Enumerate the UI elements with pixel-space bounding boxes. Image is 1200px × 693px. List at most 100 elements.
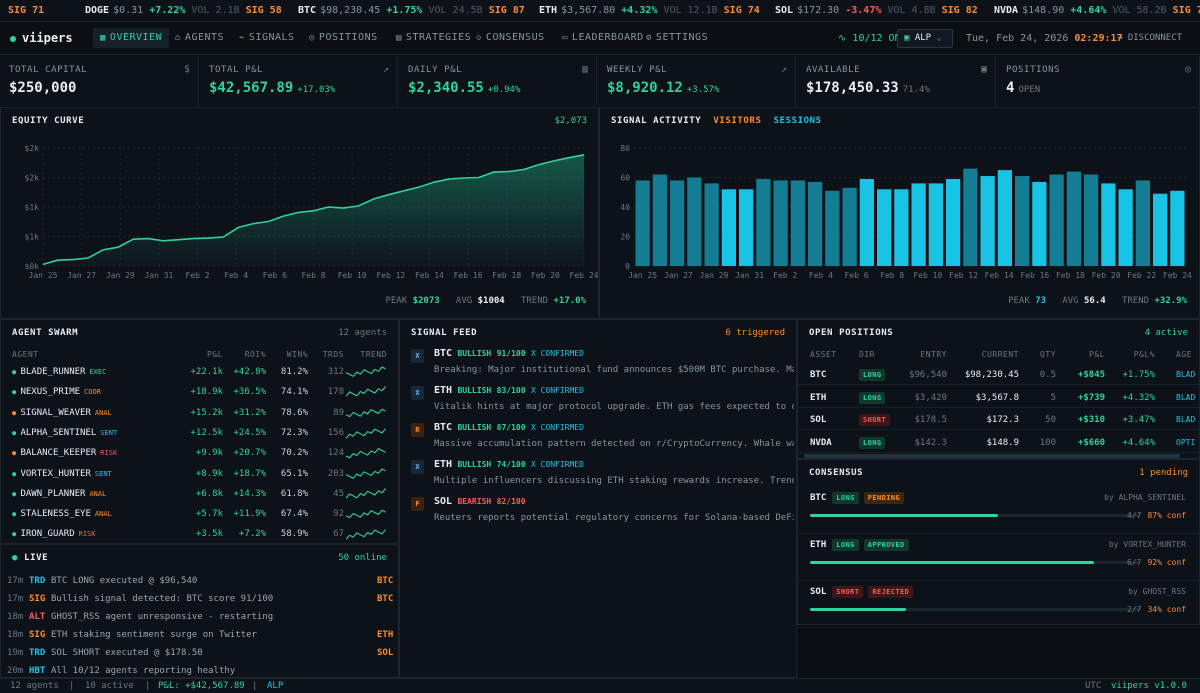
ticker-item[interactable]: ETH $3,567.80 +4.32% VOL 12.1B SIG 74 — [539, 5, 760, 16]
signal-feed-item[interactable]: X BTC BULLISH 91/100 X CONFIRMED Breaking:… — [400, 347, 796, 383]
activity-bar[interactable] — [652, 174, 667, 266]
agents-col-header[interactable]: TREND — [360, 350, 387, 359]
activity-bar[interactable] — [1170, 190, 1185, 266]
feed-direction: BULLISH — [457, 386, 492, 395]
agents-col-header[interactable]: ROI% — [244, 350, 266, 359]
nav-consensus[interactable]: ◇ CONSENSUS — [469, 28, 552, 48]
activity-bar[interactable] — [1135, 180, 1150, 266]
agent-row[interactable]: ● BLADE_RUNNER EXEC +22.1k +42.8% 81.2% 312 — [1, 362, 398, 382]
x-tick-label: Feb 2 — [773, 271, 797, 280]
nav-strategies[interactable]: ▤ STRATEGIES — [389, 28, 478, 48]
positions-col-header[interactable]: P&L — [1089, 350, 1105, 359]
activity-bar[interactable] — [911, 183, 926, 266]
agent-row[interactable]: ● BALANCE_KEEPER RISK +9.9k +20.7% 70.2% 124 — [1, 443, 398, 463]
activity-bar[interactable] — [877, 189, 892, 266]
ticker-item[interactable]: DOGE $0.31 +7.22% VOL 2.1B SIG 58 — [85, 5, 282, 16]
activity-bar[interactable] — [963, 168, 978, 266]
position-current: $3,567.8 — [975, 392, 1019, 403]
positions-col-header[interactable]: QTY — [1040, 350, 1056, 359]
live-event-row[interactable]: 20m HBT All 10/12 agents reporting healthy — [1, 661, 398, 681]
agent-row[interactable]: ● SIGNAL_WEAVER ANAL +15.2k +31.2% 78.6% 89 — [1, 403, 398, 423]
activity-bar[interactable] — [928, 183, 943, 266]
activity-bar[interactable] — [808, 181, 823, 266]
agent-row[interactable]: ● DAWN_PLANNER ANAL +6.8k +14.3% 61.8% 45 — [1, 484, 398, 504]
user-select[interactable]: ▣ ALP ⌄ — [897, 29, 953, 48]
position-row[interactable]: NVDA LONG $142.3 $148.9 100 +$660 +4.64% OPTI — [798, 433, 1199, 453]
datetime: Tue, Feb 24, 2026 02:29:17 — [966, 33, 1123, 44]
ticker-item[interactable]: NVDA$148.90 +4.64% VOL 58.2B SIG 78 — [994, 5, 1200, 16]
positions-col-header[interactable]: DIR — [859, 350, 875, 359]
activity-bar[interactable] — [859, 178, 874, 266]
agents-col-header[interactable]: P&L — [207, 350, 223, 359]
activity-bar[interactable] — [1084, 174, 1099, 266]
activity-bar[interactable] — [946, 178, 961, 266]
activity-bar[interactable] — [790, 180, 805, 266]
nav-settings[interactable]: ⚙ SETTINGS — [639, 28, 715, 48]
signal-feed-item[interactable]: F SOL BEARISH 82/100 Reuters reports pote… — [400, 495, 796, 531]
agent-sparkline — [346, 529, 387, 541]
nav-overview[interactable]: ▦ OVERVIEW — [93, 28, 170, 48]
ticker-item[interactable]: SIG 71 — [8, 5, 44, 16]
agent-row[interactable]: ● STALENESS_EYE ANAL +5.7k +11.9% 67.4% 92 — [1, 504, 398, 524]
activity-bar[interactable] — [1153, 193, 1168, 266]
nav-agents[interactable]: ⌂ AGENTS — [168, 28, 231, 48]
positions-col-header[interactable]: AGE — [1176, 350, 1192, 359]
agents-col-header[interactable]: AGENT — [12, 350, 39, 359]
activity-bar[interactable] — [756, 178, 771, 266]
positions-col-header[interactable]: ENTRY — [920, 350, 947, 359]
activity-bar[interactable] — [842, 187, 857, 266]
logo[interactable]: viipers — [10, 31, 73, 45]
consensus-item[interactable]: ETH LONG APPROVED by VORTEX_HUNTER 6/7 92% co… — [798, 535, 1199, 581]
activity-bar[interactable] — [670, 180, 685, 266]
activity-bar[interactable] — [1015, 176, 1030, 266]
signal-feed-item[interactable]: R BTC BULLISH 87/100 X CONFIRMED Massive a… — [400, 421, 796, 457]
kpi-sub: 71.4% — [902, 85, 930, 95]
agent-status-dot-icon: ● — [12, 530, 21, 539]
horizontal-scrollbar[interactable] — [804, 454, 1180, 458]
disconnect-button[interactable]: ⇥ DISCONNECT — [1117, 33, 1182, 43]
activity-bar[interactable] — [894, 189, 909, 266]
activity-bar[interactable] — [739, 189, 754, 266]
activity-bar[interactable] — [687, 177, 702, 267]
activity-bar[interactable] — [1101, 183, 1116, 266]
ticker-item[interactable]: BTC $98,230.45 +1.75% VOL 24.5B SIG 87 — [298, 5, 525, 16]
positions-col-header[interactable]: CURRENT — [981, 350, 1019, 359]
activity-bar[interactable] — [721, 189, 736, 266]
nav-leaderboard[interactable]: ▭ LEADERBOARD — [555, 28, 651, 48]
agents-col-header[interactable]: WIN% — [286, 350, 308, 359]
agent-row[interactable]: ● NEXUS_PRIME COOR +18.9k +36.5% 74.1% 178 — [1, 382, 398, 402]
activity-bar[interactable] — [1049, 174, 1064, 266]
activity-bar[interactable] — [1118, 189, 1133, 266]
signal-feed-item[interactable]: X ETH BULLISH 83/100 X CONFIRMED Vitalik h… — [400, 384, 796, 420]
activity-bar[interactable] — [980, 176, 995, 266]
signal-feed-item[interactable]: X ETH BULLISH 74/100 X CONFIRMED Multiple … — [400, 458, 796, 494]
position-row[interactable]: BTC LONG $96,540 $98,230.45 0.5 +$845 +1.75% BL… — [798, 365, 1199, 385]
agents-col-header[interactable]: TRDS — [322, 350, 344, 359]
live-event-row[interactable]: 19m TRD SOL SHORT executed @ $178.50 SOL — [1, 643, 398, 663]
activity-bar[interactable] — [635, 180, 650, 266]
legend-sessions[interactable]: SESSIONS — [773, 116, 822, 126]
consensus-item[interactable]: SOL SHORT REJECTED by GHOST_RSS 2/7 34% conf — [798, 582, 1199, 628]
activity-bar[interactable] — [997, 170, 1012, 266]
agent-row[interactable]: ● ALPHA_SENTINEL SENT +12.5k +24.5% 72.3% 156 — [1, 423, 398, 443]
live-event-row[interactable]: 18m ALT GHOST_RSS agent unresponsive - res… — [1, 607, 398, 627]
agent-row[interactable]: ● VORTEX_HUNTER SENT +8.9k +18.7% 65.1% 203 — [1, 464, 398, 484]
activity-bar[interactable] — [704, 183, 719, 266]
agent-row[interactable]: ● IRON_GUARD RISK +3.5k +7.2% 58.9% 67 — [1, 524, 398, 544]
live-event-row[interactable]: 17m SIG Bullish signal detected: BTC score… — [1, 589, 398, 609]
ticker-item[interactable]: SOL $172.30 -3.47% VOL 4.8B SIG 82 — [775, 5, 978, 16]
legend-visitors[interactable]: VISITORS — [713, 116, 762, 126]
activity-bar[interactable] — [825, 190, 840, 266]
live-event-row[interactable]: 18m SIG ETH staking sentiment surge on Twi… — [1, 625, 398, 645]
positions-col-header[interactable]: P&L% — [1133, 350, 1155, 359]
live-event-row[interactable]: 17m TRD BTC LONG executed @ $96,540 BTC — [1, 571, 398, 591]
consensus-item[interactable]: BTC LONG PENDING by ALPHA_SENTINEL 4/7 87% co… — [798, 488, 1199, 534]
activity-bar[interactable] — [1032, 181, 1047, 266]
activity-bar[interactable] — [773, 180, 788, 266]
nav-signals[interactable]: ⌁ SIGNALS — [232, 28, 302, 48]
nav-positions[interactable]: ◎ POSITIONS — [302, 28, 385, 48]
position-row[interactable]: ETH LONG $3,420 $3,567.8 5 +$739 +4.32% BLAD — [798, 388, 1199, 408]
activity-bar[interactable] — [1066, 171, 1081, 266]
positions-col-header[interactable]: ASSET — [810, 350, 837, 359]
position-row[interactable]: SOL SHORT $178.5 $172.3 50 +$310 +3.47% BLAD — [798, 410, 1199, 430]
